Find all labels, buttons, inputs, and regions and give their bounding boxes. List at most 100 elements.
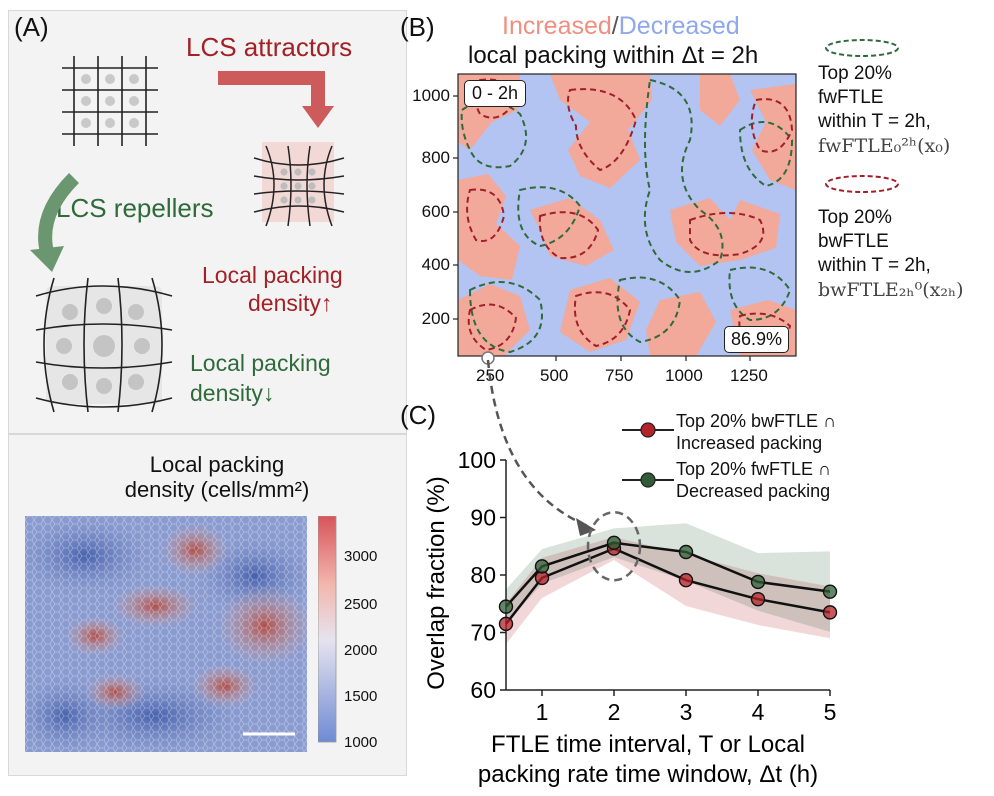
overlap-line-chart: 60 70 80 90 100 1 2 3 4 5 Overlap fraction (%) FTLE… [423,447,838,788]
fw-ftle-contour [728,266,792,322]
colorbar-tick-3000: 3000 [344,548,378,565]
map-xtick-500: 500 [540,366,569,385]
data-point [606,535,622,551]
panel-c-label: (C) [400,400,437,430]
series-line-0 [505,547,831,625]
data-point [750,574,766,590]
series-line-1 [505,541,831,608]
regular-grid-icon [62,56,158,146]
bw-legend-line4: bwFTLE₂ₕ⁰(x₂ₕ) [818,279,964,301]
x-axis-label-line2: packing rate time window, Δt (h) [478,761,818,788]
legend-fw-line1: Top 20% fwFTLE ∩ [676,459,831,479]
packing-up-label-2: density↑ [248,290,333,316]
data-point [534,559,550,574]
chart-legend-fwftle: Top 20% fwFTLE ∩ Decreased packing [676,458,831,502]
y-axis-label: Overlap fraction (%) [423,476,450,689]
fw-ftle-contour [460,99,528,169]
bw-ftle-contour [750,98,794,153]
colorbar-tick-1000: 1000 [344,734,378,751]
data-point [678,572,694,588]
y-tick-label: 100 [458,447,496,473]
increased-regions [458,74,796,356]
bw-ftle-contour [574,291,632,348]
fw-ftle-contour [517,186,582,248]
x-tick-label: 3 [680,699,693,725]
density-heatmap-image [25,516,307,752]
fw-ftle-contour [738,121,794,188]
lcs-repellers-label: LCS repellers [56,193,214,223]
compressed-grid-icon [253,145,345,227]
bw-ftle-legend-marker [825,175,899,193]
data-point [498,599,514,614]
x-tick-label: 1 [536,699,549,725]
bw-ftle-contour [689,212,765,257]
data-point [750,591,766,607]
fw-legend-line3: within T = 2h, [818,111,931,132]
packing-down-label-1: Local packing [190,350,331,376]
fw-legend-line2: fwFTLE [818,87,884,108]
fw-legend-line4: fwFTLE₀²ʰ(x₀) [818,135,951,157]
legend-marker-bwftle [640,422,656,438]
map-xtick-1000: 1000 [665,366,703,385]
panel-a-schematic-drawings [30,56,345,413]
bw-legend-line3: within T = 2h, [818,255,931,276]
x-axis-label-line1: FTLE time interval, T or Local [491,731,805,758]
map-xtick-750: 750 [605,366,634,385]
overlap-percent-box: 86.9% [724,326,790,353]
density-map-title-line1: Local packing [149,452,285,477]
packing-map-plot [453,73,797,365]
density-map-title-line2: density (cells/mm²) [124,477,310,502]
y-tick-label: 80 [470,562,496,588]
legend-marker-fwftle [640,472,656,488]
data-point [822,605,838,620]
attractor-arrow-icon [218,71,325,110]
y-tick-label: 70 [470,620,496,646]
map-ytick-800: 800 [421,148,450,167]
panel-b-title: Increased/Decreased [502,12,740,41]
bw-legend-line1: Top 20% [818,207,892,228]
data-point [678,544,694,560]
map-legend-markers [825,39,899,193]
x-tick-label: 5 [824,699,837,725]
title-slash: / [611,12,619,40]
map-ytick-600: 600 [421,202,450,221]
time-window-box: 0 - 2h [464,80,527,107]
colorbar-tick-2500: 2500 [344,596,378,613]
bw-legend-line2: bwFTLE [818,231,889,252]
map-ytick-400: 400 [421,255,450,274]
legend-bw-line1: Top 20% bwFTLE ∩ [676,411,837,431]
bw-ftle-contour [567,88,638,172]
map-xtick-1250: 1250 [730,366,768,385]
legend-fw-line2: Decreased packing [676,481,831,501]
fw-ftle-contour [468,281,543,354]
chart-legend-bwftle: Top 20% bwFTLE ∩ Increased packing [676,410,836,454]
expanded-grid-icon [35,277,173,413]
density-map-title: Local packing density (cells/mm²) [97,452,337,502]
bw-ftle-contour [538,211,600,260]
y-tick-label: 60 [470,677,496,703]
fw-ftle-contour [616,276,682,344]
map-ytick-200: 200 [421,309,450,328]
x-tick-label: 4 [752,699,765,725]
map-ytick-1000: 1000 [412,86,450,105]
legend-bw-line2: Increased packing [676,433,823,453]
colorbar-tick-2000: 2000 [344,642,378,659]
bw-ftle-legend-text: Top 20% bwFTLE within T = 2h, bwFTLE₂ₕ⁰(… [818,206,964,302]
y-tick-label: 90 [470,505,496,531]
confidence-band-0 [506,537,830,644]
colorbar-tick-1500: 1500 [344,688,378,705]
packing-up-label-1: Local packing [202,262,343,288]
chart-legend-markers [622,422,674,488]
fw-ftle-contour [643,78,724,273]
fw-legend-line1: Top 20% [818,63,892,84]
fw-ftle-legend-marker [825,39,899,57]
fw-ftle-legend-text: Top 20% fwFTLE within T = 2h, fwFTLE₀²ʰ(… [818,62,950,158]
bw-ftle-contour [466,188,506,242]
x-tick-label: 2 [608,699,621,725]
bw-ftle-contour [467,303,518,352]
panel-b-subtitle: local packing within Δt = 2h [468,42,759,69]
repeller-arrow-icon [38,173,80,259]
title-decreased: Decreased [618,12,740,40]
panel-a-label: (A) [14,12,49,42]
panel-b-label: (B) [400,12,435,42]
